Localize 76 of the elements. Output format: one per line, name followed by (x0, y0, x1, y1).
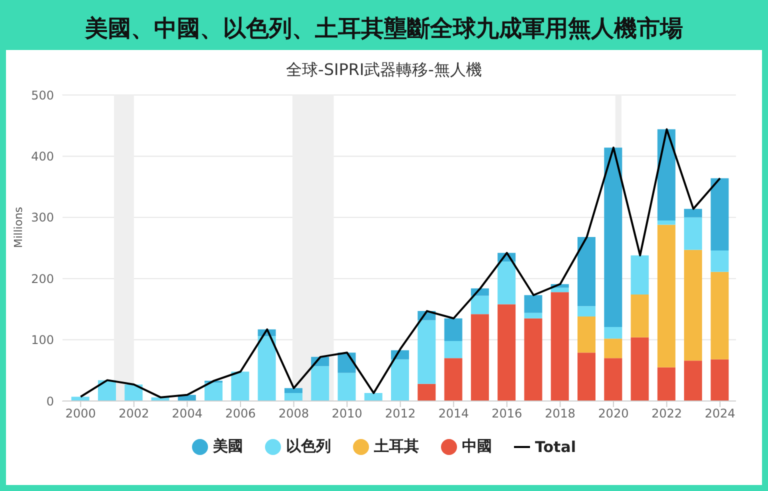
bar (577, 316, 596, 353)
bar (630, 337, 649, 401)
legend-label: 以色列 (286, 437, 331, 456)
x-tick-label: 2016 (492, 406, 522, 421)
bar (124, 384, 143, 401)
y-tick-label: 200 (31, 272, 54, 286)
bar (204, 382, 223, 401)
y-tick-label: 100 (31, 333, 54, 348)
bar (470, 296, 489, 314)
bar (684, 250, 702, 361)
bar (604, 358, 622, 401)
bar (657, 220, 676, 225)
bar (710, 359, 729, 401)
y-tick-label: 0 (46, 394, 54, 408)
x-tick-label: 2012 (385, 406, 416, 421)
chart-subtitle: 全球-SIPRI武器轉移-無人機 (285, 60, 483, 81)
bar (577, 236, 596, 306)
bar (577, 352, 596, 401)
bar (630, 294, 649, 338)
bar (498, 261, 516, 304)
legend-label: Total (535, 438, 576, 456)
bar (498, 304, 516, 401)
x-tick-label: 2010 (332, 406, 362, 421)
bar (604, 338, 622, 358)
bar (231, 372, 250, 401)
bar (418, 320, 436, 384)
bar (444, 341, 462, 358)
bar (710, 272, 729, 360)
bar (444, 358, 462, 401)
x-tick-label: 2002 (118, 406, 150, 421)
bar (444, 318, 462, 342)
x-tick-label: 2004 (172, 406, 202, 421)
bar (524, 295, 542, 313)
legend-label: 中國 (462, 437, 492, 456)
bar (338, 372, 356, 401)
x-tick-label: 2014 (438, 406, 469, 421)
legend-label: 土耳其 (374, 437, 419, 456)
bar (470, 314, 489, 401)
x-tick-label: 2018 (544, 406, 576, 421)
y-axis-title: Millions (12, 206, 25, 248)
bar (684, 208, 702, 218)
bar (391, 359, 410, 401)
bar (364, 393, 382, 401)
chart-title: 美國、中國、以色列、土耳其壟斷全球九成軍用無人機市場 (6, 6, 762, 50)
bar (657, 224, 676, 368)
y-tick-label: 400 (31, 149, 54, 164)
bar (710, 178, 729, 250)
bar (550, 292, 569, 401)
x-tick-label: 2006 (225, 406, 256, 421)
bar (524, 318, 542, 401)
bar (311, 366, 330, 401)
bar (604, 148, 622, 327)
bar (657, 129, 676, 220)
bar (710, 250, 729, 272)
bar (284, 388, 302, 394)
bar (550, 288, 569, 292)
bar (657, 367, 676, 401)
bar (630, 255, 649, 295)
bar (258, 336, 276, 401)
bar (284, 393, 302, 401)
bar (604, 326, 622, 339)
x-tick-label: 2008 (278, 406, 310, 421)
bar (524, 312, 542, 318)
bar (71, 396, 90, 401)
y-tick-label: 500 (31, 88, 54, 102)
bar (684, 217, 702, 250)
legend-label: 美國 (213, 437, 243, 456)
bar (684, 360, 702, 401)
bar (577, 306, 596, 317)
x-tick-label: 2000 (65, 406, 96, 421)
x-tick-label: 2022 (651, 406, 682, 421)
x-tick-label: 2020 (598, 406, 629, 421)
line-series (80, 128, 722, 398)
x-tick-label: 2024 (704, 406, 736, 421)
y-tick-label: 300 (31, 210, 54, 225)
bar (418, 384, 436, 401)
